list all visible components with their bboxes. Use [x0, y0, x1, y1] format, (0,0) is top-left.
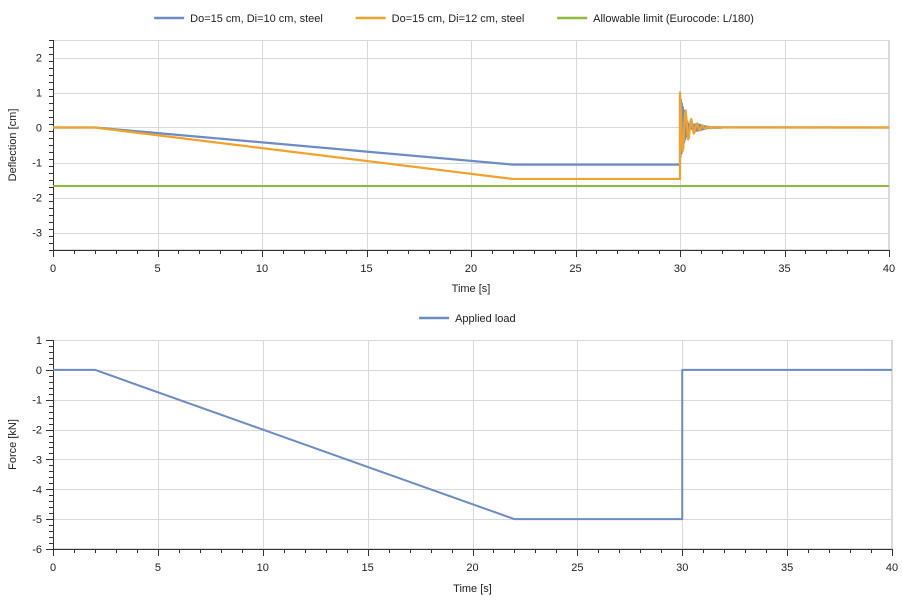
- y-tick-label: 0: [36, 365, 42, 377]
- x-tick-label: 5: [154, 263, 160, 275]
- x-tick-label: 5: [155, 562, 161, 574]
- x-tick-label: 30: [676, 562, 688, 574]
- series-line: [53, 91, 889, 181]
- legend-item: Applied load: [419, 313, 516, 325]
- y-tick-label: 2: [36, 53, 42, 65]
- x-tick-label: 25: [569, 263, 581, 275]
- x-tick-label: 40: [883, 263, 895, 275]
- legend-item: Do=15 cm, Di=10 cm, steel: [154, 13, 323, 25]
- y-tick-label: -2: [32, 425, 42, 437]
- legend-label: Do=15 cm, Di=12 cm, steel: [392, 13, 525, 25]
- x-tick-label: 10: [256, 263, 268, 275]
- x-tick-label: 30: [674, 263, 686, 275]
- legend: Do=15 cm, Di=10 cm, steel Do=15 cm, Di=12…: [154, 13, 754, 25]
- series-group: [53, 368, 892, 521]
- legend-label: Allowable limit (Eurocode: L/180): [593, 13, 754, 25]
- x-tick-label: 15: [360, 263, 372, 275]
- y-tick-label: -5: [32, 514, 42, 526]
- x-tick-label: 0: [50, 562, 56, 574]
- legend-label: Applied load: [455, 313, 516, 325]
- series-line: [53, 368, 892, 521]
- x-tick-label: 25: [571, 562, 583, 574]
- y-axis-title: Deflection [cm]: [7, 109, 19, 182]
- x-tick-label: 40: [886, 562, 898, 574]
- x-tick-label: 20: [466, 562, 478, 574]
- y-tick-label: -3: [32, 454, 42, 466]
- y-tick-label: 1: [36, 335, 42, 347]
- deflection-chart: Do=15 cm, Di=10 cm, steel Do=15 cm, Di=12…: [7, 13, 895, 295]
- y-tick-label: -1: [32, 158, 42, 170]
- plot-frame: [53, 340, 892, 549]
- x-axis-title: Time [s]: [452, 283, 491, 295]
- legend-label: Do=15 cm, Di=10 cm, steel: [190, 13, 323, 25]
- x-axis-title: Time [s]: [453, 583, 492, 595]
- x-tick-label: 35: [778, 263, 790, 275]
- x-tick-label: 20: [465, 263, 477, 275]
- y-tick-label: 0: [36, 123, 42, 135]
- y-tick-label: 1: [36, 88, 42, 100]
- x-tick-label: 15: [362, 562, 374, 574]
- x-tick-label: 10: [257, 562, 269, 574]
- legend-item: Allowable limit (Eurocode: L/180): [557, 13, 754, 25]
- legend: Applied load: [419, 313, 516, 325]
- y-tick-label: -2: [32, 193, 42, 205]
- y-tick-label: -3: [32, 228, 42, 240]
- y-tick-label: -4: [32, 484, 42, 496]
- series-group: [53, 91, 890, 187]
- y-tick-label: -1: [32, 395, 42, 407]
- y-tick-label: -6: [32, 544, 42, 556]
- y-axis-title: Force [kN]: [7, 419, 19, 470]
- legend-item: Do=15 cm, Di=12 cm, steel: [355, 13, 525, 25]
- x-tick-label: 35: [781, 562, 793, 574]
- gridlines: [53, 340, 893, 550]
- gridlines: [53, 40, 890, 250]
- x-tick-label: 0: [50, 263, 56, 275]
